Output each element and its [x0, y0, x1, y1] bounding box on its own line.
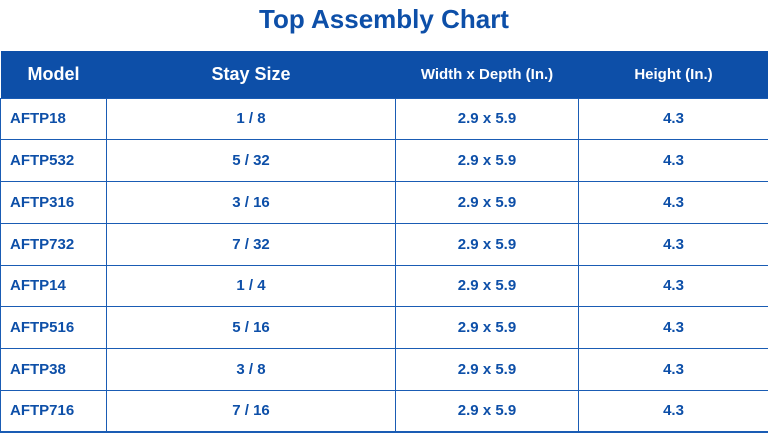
header-row: Model Stay Size Width x Depth (In.) Heig…	[1, 51, 768, 98]
cell-width-depth: 2.9 x 5.9	[396, 98, 579, 140]
cell-stay-size: 5 / 16	[107, 307, 396, 349]
column-header-stay-size: Stay Size	[107, 51, 396, 98]
cell-width-depth: 2.9 x 5.9	[396, 140, 579, 182]
cell-stay-size: 7 / 16	[107, 390, 396, 432]
cell-height: 4.3	[579, 98, 768, 140]
table-row: AFTP532 5 / 32 2.9 x 5.9 4.3	[1, 140, 768, 182]
table-row: AFTP14 1 / 4 2.9 x 5.9 4.3	[1, 265, 768, 307]
column-header-width-depth: Width x Depth (In.)	[396, 51, 579, 98]
cell-height: 4.3	[579, 349, 768, 391]
cell-stay-size: 3 / 16	[107, 182, 396, 224]
cell-width-depth: 2.9 x 5.9	[396, 182, 579, 224]
table-body: AFTP18 1 / 8 2.9 x 5.9 4.3 AFTP532 5 / 3…	[1, 98, 768, 432]
cell-height: 4.3	[579, 182, 768, 224]
cell-model: AFTP732	[1, 223, 107, 265]
cell-model: AFTP14	[1, 265, 107, 307]
cell-model: AFTP532	[1, 140, 107, 182]
table-row: AFTP732 7 / 32 2.9 x 5.9 4.3	[1, 223, 768, 265]
cell-model: AFTP516	[1, 307, 107, 349]
cell-width-depth: 2.9 x 5.9	[396, 390, 579, 432]
cell-height: 4.3	[579, 265, 768, 307]
cell-stay-size: 1 / 4	[107, 265, 396, 307]
cell-height: 4.3	[579, 390, 768, 432]
table-row: AFTP38 3 / 8 2.9 x 5.9 4.3	[1, 349, 768, 391]
cell-model: AFTP316	[1, 182, 107, 224]
cell-width-depth: 2.9 x 5.9	[396, 223, 579, 265]
cell-height: 4.3	[579, 307, 768, 349]
column-header-height: Height (In.)	[579, 51, 768, 98]
cell-stay-size: 5 / 32	[107, 140, 396, 182]
cell-stay-size: 1 / 8	[107, 98, 396, 140]
cell-width-depth: 2.9 x 5.9	[396, 307, 579, 349]
cell-model: AFTP38	[1, 349, 107, 391]
cell-model: AFTP716	[1, 390, 107, 432]
table-row: AFTP716 7 / 16 2.9 x 5.9 4.3	[1, 390, 768, 432]
table-row: AFTP516 5 / 16 2.9 x 5.9 4.3	[1, 307, 768, 349]
cell-height: 4.3	[579, 140, 768, 182]
assembly-chart-table: Model Stay Size Width x Depth (In.) Heig…	[0, 51, 768, 433]
cell-width-depth: 2.9 x 5.9	[396, 265, 579, 307]
cell-height: 4.3	[579, 223, 768, 265]
table-row: AFTP316 3 / 16 2.9 x 5.9 4.3	[1, 182, 768, 224]
cell-stay-size: 7 / 32	[107, 223, 396, 265]
table-row: AFTP18 1 / 8 2.9 x 5.9 4.3	[1, 98, 768, 140]
cell-width-depth: 2.9 x 5.9	[396, 349, 579, 391]
table-header: Model Stay Size Width x Depth (In.) Heig…	[1, 51, 768, 98]
cell-model: AFTP18	[1, 98, 107, 140]
page-title: Top Assembly Chart	[0, 0, 768, 46]
cell-stay-size: 3 / 8	[107, 349, 396, 391]
column-header-model: Model	[1, 51, 107, 98]
